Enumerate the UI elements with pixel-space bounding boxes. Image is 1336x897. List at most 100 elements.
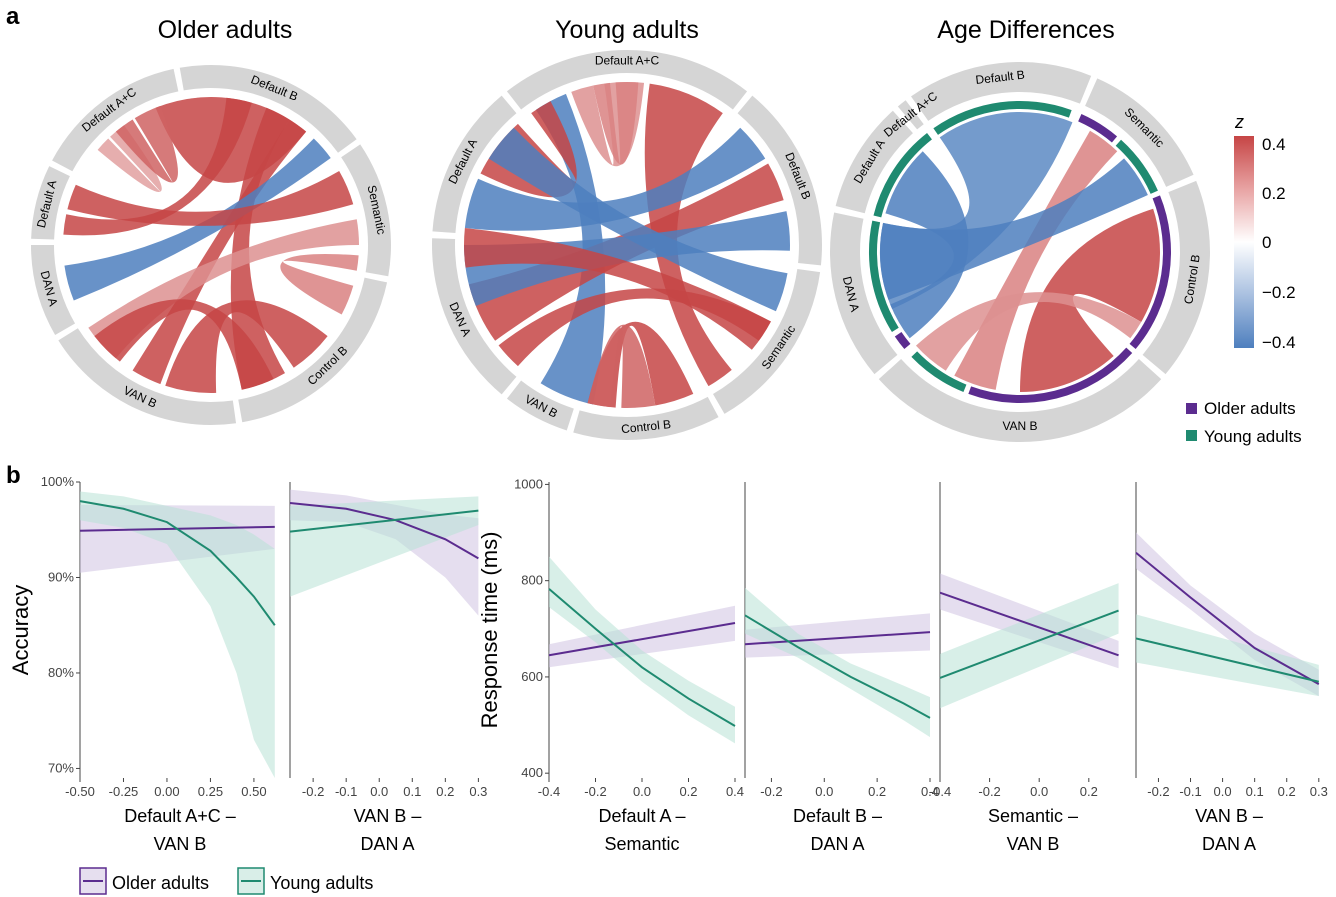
group-ring-segment [869,220,899,333]
sector-arc [31,245,76,335]
chord-link [63,97,252,236]
series-line [289,509,479,533]
y-tick-label: 1000 [514,476,543,491]
y-tick-label: 400 [521,765,543,780]
chord-age-differences: Age Differences Default BSemanticControl… [830,16,1210,443]
x-tick-label: 0.50 [241,784,266,799]
z-colorbar [1234,136,1254,348]
group-ring-segment [911,351,967,393]
x-axis-title: Default B – [793,806,882,826]
series-line [1135,637,1320,683]
x-tick-label: 0.0 [815,784,833,799]
x-axis-title: VAN B [154,834,207,854]
sector-arc [432,95,517,234]
sector-arc [506,380,574,431]
x-tick-label: -0.2 [760,784,782,799]
rt-panel-4: -0.2 -0.1 0.0 0.1 0.2 0.3 VAN B – DAN A [1135,482,1328,854]
chord-link [230,107,290,390]
ci-band [80,491,275,778]
accuracy-panel-2: -0.2 -0.1 0.0 0.1 0.2 0.3 VAN B – DAN A [289,482,487,854]
x-tick-label: 0.00 [154,784,179,799]
x-tick-label: 0.0 [370,784,388,799]
sector-arc [911,61,1092,121]
y-tick-label: 600 [521,669,543,684]
chord-title: Young adults [555,16,699,44]
x-axis-title: Default A+C – [124,806,236,826]
x-tick-label: 0.2 [679,784,697,799]
series-line [1135,551,1320,686]
sector-arc [238,277,388,423]
x-axis-title: VAN B – [354,806,422,826]
chord-link [94,299,274,390]
sector-arc [432,238,517,395]
x-tick-label: 0.2 [1278,784,1296,799]
accuracy-panel-1: -0.50 -0.25 0.00 0.25 0.50 70% 80% 90% 100% Defau… [8,474,276,854]
chord-link [1020,208,1160,392]
chord-link [535,93,606,405]
x-tick-label: -0.4 [929,784,951,799]
chord-link [464,227,771,350]
ci-band [1136,614,1319,697]
sector-arc [835,110,913,214]
x-tick-label: 0.3 [469,784,487,799]
young-legend-label: Young adults [1204,427,1302,446]
ci-band [745,587,930,738]
older-key-label: Older adults [112,873,209,893]
sector-label: VAN B [1002,419,1037,433]
x-tick-label: 0.0 [1214,784,1232,799]
x-axis-title: Default A – [598,806,685,826]
x-axis-title: DAN A [810,834,864,854]
x-tick-label: -0.1 [335,784,357,799]
chord-link [464,127,766,231]
z-legend: z 0.4 0.2 0 −0.2 −0.4 [1234,112,1296,352]
x-tick-label: 0.3 [1310,784,1328,799]
z-legend-title: z [1234,112,1244,132]
x-tick-label: -0.2 [1147,784,1169,799]
series-line [744,614,931,719]
y-tick-label: 100% [41,474,75,489]
x-tick-label: -0.2 [584,784,606,799]
group-ring-segment [894,331,911,350]
series-line [548,622,736,657]
x-tick-label: -0.4 [538,784,560,799]
group-ring-segment [1078,114,1118,143]
sector-arc [506,49,748,110]
x-tick-label: 0.2 [1080,784,1098,799]
y-axis-title: Accuracy [8,585,33,675]
x-tick-label: 0.2 [436,784,454,799]
group-legend: Older adults Young adults [1186,399,1302,446]
sector-arc [878,359,1162,443]
x-tick-label: 0.4 [921,784,939,799]
ci-band [290,496,479,597]
x-axis-title: VAN B [1007,834,1060,854]
sector-arc [713,268,821,414]
series-line [79,500,276,626]
series-line [744,631,931,646]
x-tick-label: -0.1 [1179,784,1201,799]
chord-link [885,151,969,339]
chord-link [67,171,354,226]
sector-arc [897,100,924,130]
sector-arc [573,396,719,441]
chord-link [498,288,771,367]
y-axis-title: Response time (ms) [477,532,502,729]
y-tick-label: 90% [48,569,74,584]
panel-a-label: a [6,3,20,30]
sector-arc [58,328,237,426]
y-tick-label: 70% [48,760,74,775]
x-tick-label: 0.1 [1246,784,1264,799]
chord-older-adults: Older adults Default A+C Default BSemanti… [31,16,392,426]
young-swatch [1186,430,1197,441]
series-line [548,588,736,727]
z-tick: 0.4 [1262,135,1286,154]
x-axis-title: Semantic [604,834,679,854]
chord-link [280,253,359,315]
chord-link [64,138,331,301]
chord-link [915,292,1142,371]
z-tick: 0 [1262,233,1271,252]
x-tick-label: 0.1 [403,784,421,799]
x-axis-title: DAN A [1202,834,1256,854]
older-swatch [1186,403,1197,414]
